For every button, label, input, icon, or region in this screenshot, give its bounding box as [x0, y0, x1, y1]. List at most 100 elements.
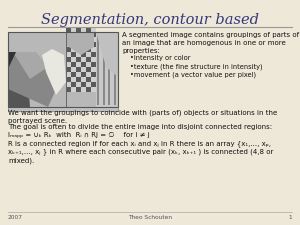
Bar	[113, 34, 116, 105]
Bar	[71, 32, 76, 37]
Bar	[66, 67, 71, 72]
Bar	[86, 47, 91, 52]
Text: 2007: 2007	[8, 215, 23, 220]
Bar	[91, 57, 96, 62]
Bar	[81, 57, 86, 62]
Bar	[86, 62, 91, 67]
Text: R is a connected region if for each xᵢ and xⱼ in R there is an array {x₁,..., xₚ: R is a connected region if for each xᵢ a…	[8, 140, 273, 164]
Bar	[66, 37, 71, 42]
Bar	[71, 87, 76, 92]
Bar	[81, 77, 86, 82]
Bar	[81, 82, 86, 87]
Bar	[91, 67, 96, 72]
Bar	[86, 77, 91, 82]
Bar	[8, 107, 118, 111]
Bar	[66, 27, 71, 32]
Bar	[8, 32, 118, 107]
Bar	[86, 82, 91, 87]
Bar	[71, 62, 76, 67]
Bar	[76, 27, 81, 32]
Polygon shape	[66, 32, 94, 55]
Bar	[81, 52, 86, 57]
Bar	[71, 37, 76, 42]
Bar	[66, 82, 71, 87]
Bar	[91, 47, 96, 52]
Bar	[81, 32, 86, 37]
Polygon shape	[8, 52, 16, 69]
Bar	[86, 67, 91, 72]
Bar	[76, 87, 81, 92]
Bar	[91, 77, 96, 82]
Bar	[71, 42, 76, 47]
Bar	[81, 27, 86, 32]
Bar	[66, 32, 71, 37]
Bar	[91, 32, 96, 37]
Text: •movement (a vector value per pixel): •movement (a vector value per pixel)	[130, 72, 256, 79]
Bar	[103, 34, 104, 105]
Bar	[81, 87, 86, 92]
Bar	[8, 32, 118, 107]
Bar	[71, 72, 76, 77]
Bar	[96, 32, 118, 107]
Bar	[76, 57, 81, 62]
Bar	[71, 27, 76, 32]
Bar	[86, 87, 91, 92]
Text: 1: 1	[288, 215, 292, 220]
Bar	[76, 62, 81, 67]
Bar	[76, 67, 81, 72]
Bar	[71, 47, 76, 52]
Polygon shape	[96, 32, 118, 77]
Text: The goal is often to divide the entire image into disjoint connected regions:: The goal is often to divide the entire i…	[8, 124, 272, 130]
Text: Segmentation, contour based: Segmentation, contour based	[41, 13, 259, 27]
Text: Iₘₐₚₚ = ∪ₖ Rₖ  with  Rᵢ ∩ Rj = ∅    for i ≠ j: Iₘₐₚₚ = ∪ₖ Rₖ with Rᵢ ∩ Rj = ∅ for i ≠ j	[8, 132, 150, 138]
Bar	[81, 67, 86, 72]
Bar	[86, 72, 91, 77]
Bar	[76, 82, 81, 87]
Text: Theo Schouten: Theo Schouten	[128, 215, 172, 220]
Bar	[86, 57, 91, 62]
Bar	[71, 67, 76, 72]
Bar	[76, 72, 81, 77]
Bar	[81, 42, 86, 47]
Bar	[108, 34, 110, 105]
Bar	[91, 82, 96, 87]
Polygon shape	[8, 52, 58, 107]
Bar	[86, 32, 91, 37]
Bar	[66, 77, 71, 82]
Bar	[76, 47, 81, 52]
Bar	[76, 42, 81, 47]
Bar	[81, 37, 86, 42]
Polygon shape	[42, 49, 66, 95]
Bar	[97, 34, 99, 105]
Bar	[91, 62, 96, 67]
Bar	[86, 42, 91, 47]
Bar	[76, 52, 81, 57]
Bar	[71, 82, 76, 87]
Bar	[66, 42, 71, 47]
Bar	[86, 37, 91, 42]
Bar	[86, 27, 91, 32]
Bar	[66, 62, 71, 67]
Bar	[66, 47, 71, 52]
Bar	[71, 57, 76, 62]
Text: A segmented image contains groupings of parts of
an image that are homogenous in: A segmented image contains groupings of …	[122, 32, 299, 54]
Bar	[76, 77, 81, 82]
Bar	[91, 42, 96, 47]
Bar	[66, 72, 71, 77]
Bar	[91, 37, 96, 42]
Polygon shape	[8, 52, 48, 79]
Bar	[81, 62, 86, 67]
Bar	[66, 57, 71, 62]
Bar	[66, 87, 71, 92]
Bar	[81, 47, 86, 52]
Polygon shape	[8, 52, 30, 107]
Bar	[66, 52, 71, 57]
Bar	[71, 77, 76, 82]
Bar	[71, 52, 76, 57]
Bar	[76, 37, 81, 42]
Text: •intensity or color: •intensity or color	[130, 55, 190, 61]
Bar	[81, 72, 86, 77]
Bar	[91, 72, 96, 77]
Bar	[91, 52, 96, 57]
Bar	[86, 52, 91, 57]
